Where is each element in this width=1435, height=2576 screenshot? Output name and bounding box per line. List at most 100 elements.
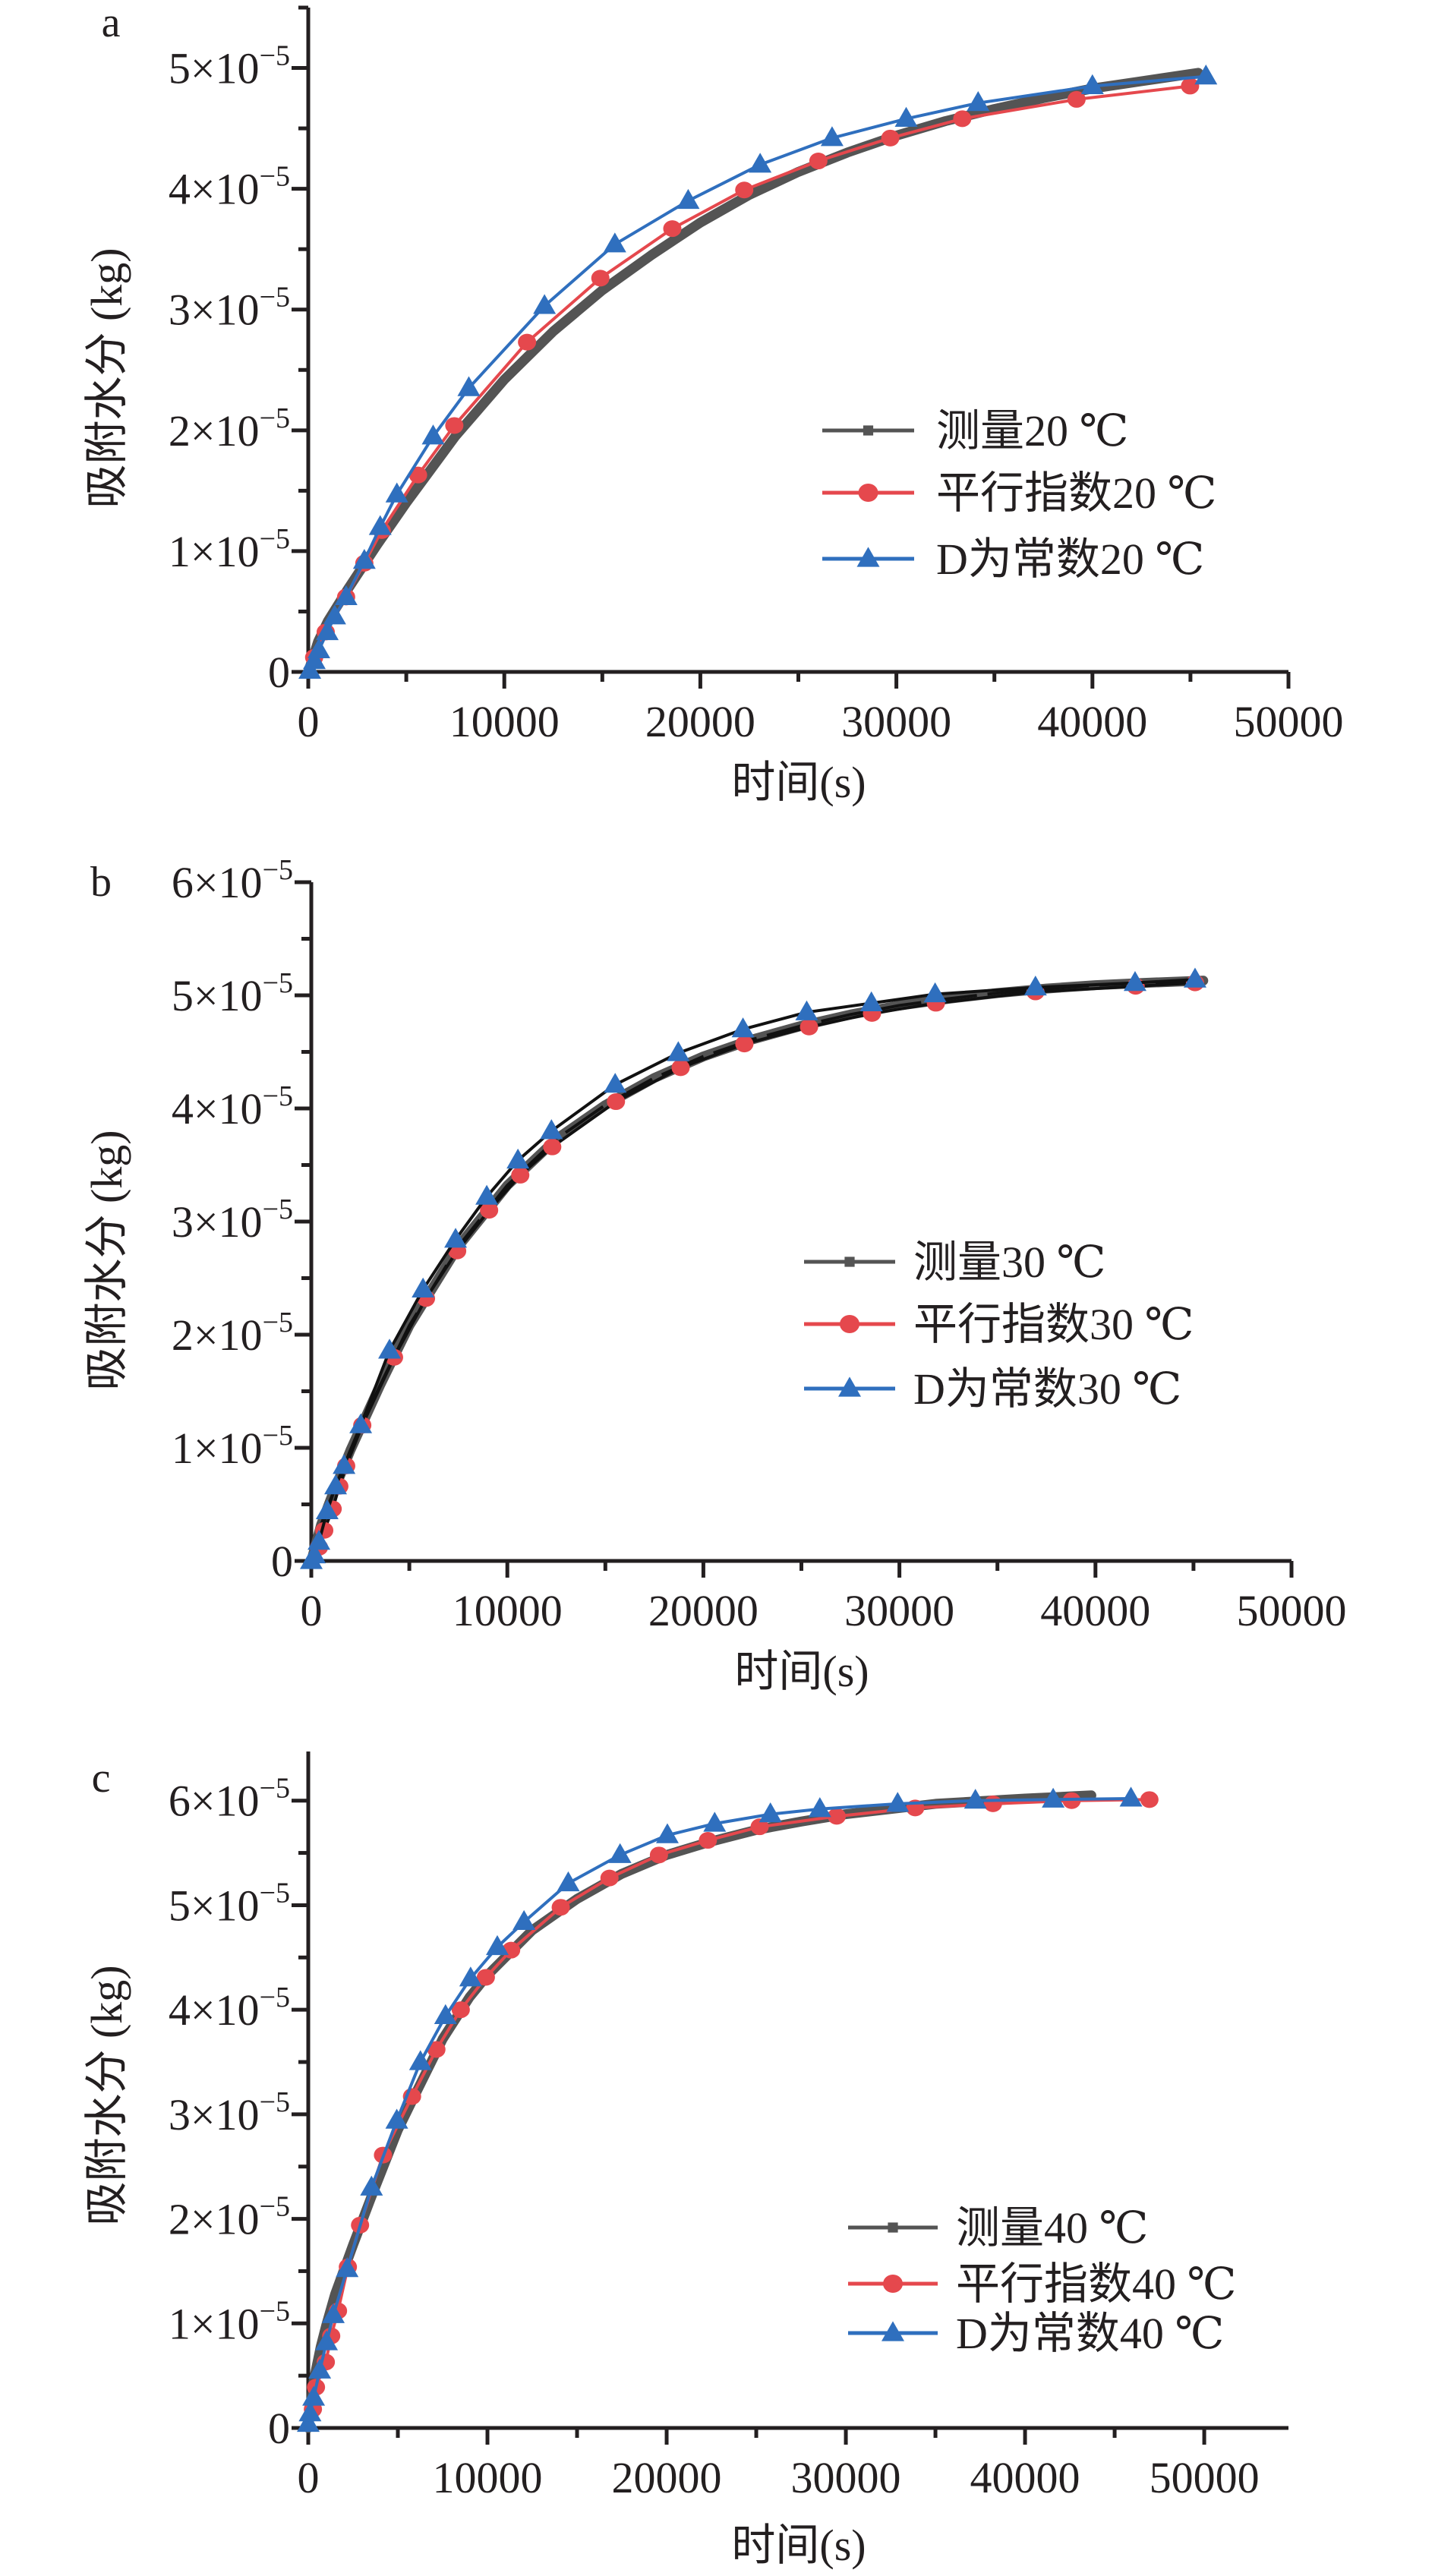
y-tick-exponent: −5 bbox=[260, 2295, 290, 2327]
series-d_constant bbox=[297, 1786, 1143, 2433]
data-point-d_constant bbox=[315, 1499, 339, 1520]
y-tick-mantissa: 1×10 bbox=[172, 1424, 263, 1473]
data-point-parallel bbox=[735, 1036, 754, 1053]
y-tick-label: 2×10−5 bbox=[172, 1307, 293, 1360]
data-point-parallel bbox=[543, 1138, 562, 1156]
data-point-d_constant bbox=[608, 1843, 632, 1863]
y-tick-exponent: −5 bbox=[260, 1773, 290, 1805]
data-point-parallel bbox=[480, 1202, 499, 1219]
data-point-d_constant bbox=[324, 1474, 348, 1495]
panel-label: a bbox=[102, 0, 121, 46]
legend-item: 平行指数40 ℃ bbox=[848, 2259, 1236, 2309]
x-tick-label: 50000 bbox=[1150, 2453, 1260, 2502]
data-point-d_constant bbox=[667, 1041, 690, 1061]
legend-item: 平行指数20 ℃ bbox=[822, 468, 1216, 518]
data-point-parallel bbox=[445, 417, 464, 434]
y-tick-label: 2×10−5 bbox=[169, 2191, 290, 2244]
data-point-d_constant bbox=[604, 1073, 627, 1093]
data-point-d_constant bbox=[557, 1871, 580, 1892]
y-tick-mantissa: 2×10 bbox=[169, 406, 260, 456]
data-point-parallel bbox=[476, 1969, 495, 1986]
data-point-d_constant bbox=[1080, 74, 1104, 94]
data-point-parallel bbox=[600, 1869, 619, 1887]
data-point-d_constant bbox=[512, 1909, 536, 1931]
data-point-parallel bbox=[800, 1018, 818, 1036]
legend-item: D为常数40 ℃ bbox=[848, 2309, 1224, 2358]
y-tick-exponent: −5 bbox=[260, 523, 290, 555]
legend-marker-circle bbox=[840, 1315, 859, 1333]
data-point-d_constant bbox=[475, 1184, 499, 1205]
y-tick-mantissa: 2×10 bbox=[169, 2195, 260, 2244]
x-axis-title: 时间(s) bbox=[731, 2521, 866, 2570]
y-tick-exponent: −5 bbox=[263, 854, 293, 886]
legend-label: D为常数40 ℃ bbox=[956, 2309, 1224, 2358]
data-point-d_constant bbox=[923, 982, 947, 1003]
legend-label: 测量20 ℃ bbox=[936, 406, 1128, 456]
series-line-d_constant bbox=[310, 978, 1196, 1562]
legend-label: D为常数20 ℃ bbox=[936, 534, 1204, 584]
data-point-d_constant bbox=[333, 1454, 356, 1474]
x-tick-label: 10000 bbox=[449, 697, 560, 746]
y-tick-exponent: −5 bbox=[263, 1420, 293, 1452]
data-point-d_constant bbox=[360, 2175, 383, 2196]
legend-marker-square bbox=[888, 2222, 898, 2233]
data-point-parallel bbox=[591, 270, 610, 287]
y-tick-mantissa: 4×10 bbox=[169, 165, 260, 214]
y-tick-label: 4×10−5 bbox=[169, 161, 290, 214]
legend-item: 测量40 ℃ bbox=[848, 2203, 1148, 2253]
data-point-d_constant bbox=[323, 604, 346, 625]
legend-item: D为常数30 ℃ bbox=[804, 1364, 1181, 1414]
legend-marker-triangle bbox=[838, 1376, 861, 1397]
y-tick-mantissa: 3×10 bbox=[169, 2090, 260, 2139]
data-point-d_constant bbox=[603, 232, 626, 253]
x-tick-label: 40000 bbox=[970, 2453, 1080, 2502]
y-tick-mantissa: 3×10 bbox=[172, 1197, 263, 1247]
x-tick-label: 30000 bbox=[841, 697, 951, 746]
data-point-parallel bbox=[649, 1846, 668, 1864]
y-tick-label: 5×10−5 bbox=[172, 967, 293, 1020]
data-point-d_constant bbox=[964, 1789, 987, 1809]
data-point-d_constant bbox=[459, 1966, 482, 1987]
series-d_constant bbox=[298, 65, 1218, 679]
y-tick-exponent: −5 bbox=[260, 1877, 290, 1909]
data-point-d_constant bbox=[444, 1228, 468, 1248]
data-point-parallel bbox=[1181, 77, 1200, 95]
data-point-parallel bbox=[881, 129, 900, 147]
y-tick-exponent: −5 bbox=[263, 967, 293, 999]
data-point-d_constant bbox=[506, 1148, 530, 1169]
legend-marker-triangle bbox=[882, 2321, 904, 2341]
data-point-d_constant bbox=[298, 2401, 322, 2422]
data-point-d_constant bbox=[322, 2303, 345, 2323]
data-point-parallel bbox=[518, 333, 537, 351]
x-axis-title: 时间(s) bbox=[734, 1647, 869, 1696]
y-tick-label: 1×10−5 bbox=[169, 2295, 290, 2348]
data-point-d_constant bbox=[434, 2004, 457, 2024]
y-tick-mantissa: 6×10 bbox=[169, 1777, 260, 1826]
series-line-parallel bbox=[307, 84, 1191, 673]
data-point-d_constant bbox=[307, 638, 330, 658]
x-tick-label: 0 bbox=[301, 1586, 323, 1635]
data-point-d_constant bbox=[302, 2385, 326, 2406]
chart-panel-b: b01×10−52×10−53×10−54×10−55×10−56×10−50 1… bbox=[82, 854, 1347, 1696]
legend-marker-circle bbox=[858, 484, 878, 502]
y-tick-label: 6×10−5 bbox=[172, 854, 293, 907]
legend-item: D为常数20 ℃ bbox=[822, 534, 1204, 584]
data-point-d_constant bbox=[703, 1811, 727, 1832]
x-tick-label: 0 bbox=[298, 2453, 320, 2502]
legend-marker-square bbox=[844, 1256, 855, 1267]
series-d_constant bbox=[300, 967, 1206, 1569]
y-axis-title: 吸附水分 (kg) bbox=[82, 1130, 131, 1390]
panel-label: b bbox=[90, 859, 112, 906]
y-tick-label: 0 bbox=[268, 648, 290, 697]
data-point-d_constant bbox=[1123, 970, 1146, 992]
x-tick-label: 40000 bbox=[1040, 1586, 1150, 1635]
y-tick-mantissa: 6×10 bbox=[172, 858, 263, 907]
y-tick-exponent: −5 bbox=[260, 2086, 290, 2118]
data-point-d_constant bbox=[385, 482, 408, 503]
data-point-parallel bbox=[699, 1832, 718, 1849]
data-point-parallel bbox=[511, 1166, 530, 1184]
data-point-parallel bbox=[451, 2001, 470, 2019]
data-point-d_constant bbox=[808, 1797, 831, 1818]
x-tick-label: 30000 bbox=[844, 1586, 954, 1635]
